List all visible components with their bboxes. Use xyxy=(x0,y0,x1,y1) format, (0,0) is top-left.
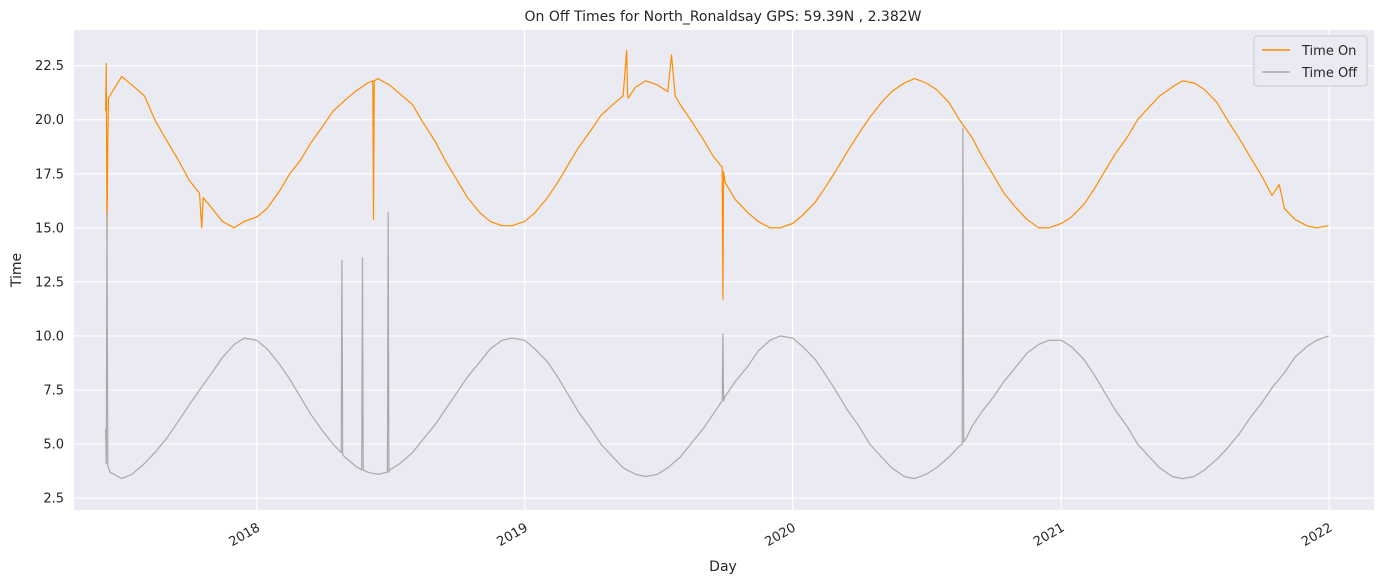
chart-title: On Off Times for North_Ronaldsay GPS: 59… xyxy=(525,9,922,25)
y-tick-label: 22.5 xyxy=(35,59,64,74)
x-axis-ticks: 2018 2019 2020 2021 2022 xyxy=(227,520,1336,550)
y-axis-title: Time xyxy=(9,253,25,288)
x-tick-label: 2018 xyxy=(227,520,263,550)
plot-area xyxy=(74,30,1374,510)
y-tick-label: 20.0 xyxy=(35,113,64,128)
x-tick-label: 2022 xyxy=(1299,520,1335,550)
series-line-time-off xyxy=(105,127,1329,480)
x-axis-title: Day xyxy=(709,559,737,575)
series-lines xyxy=(105,49,1329,480)
y-tick-label: 7.5 xyxy=(43,384,64,399)
y-tick-label: 15.0 xyxy=(35,221,64,236)
x-tick-label: 2020 xyxy=(762,520,798,550)
x-tick-label: 2021 xyxy=(1031,520,1067,550)
legend-box xyxy=(1253,35,1368,87)
y-tick-label: 12.5 xyxy=(35,275,64,290)
y-tick-label: 5.0 xyxy=(43,438,64,453)
series-line-time-on xyxy=(105,49,1329,300)
x-tick-label: 2019 xyxy=(495,520,531,550)
y-tick-label: 2.5 xyxy=(43,492,64,507)
y-axis-ticks: 2.5 5.0 7.5 10.0 12.5 15.0 17.5 20.0 22.5 xyxy=(35,59,64,506)
legend: Time On Time Off xyxy=(1253,35,1368,87)
legend-label-time-off: Time Off xyxy=(1301,66,1358,81)
y-tick-label: 10.0 xyxy=(35,329,64,344)
y-tick-label: 17.5 xyxy=(35,167,64,182)
legend-label-time-on: Time On xyxy=(1301,44,1356,59)
gridlines xyxy=(74,30,1374,510)
